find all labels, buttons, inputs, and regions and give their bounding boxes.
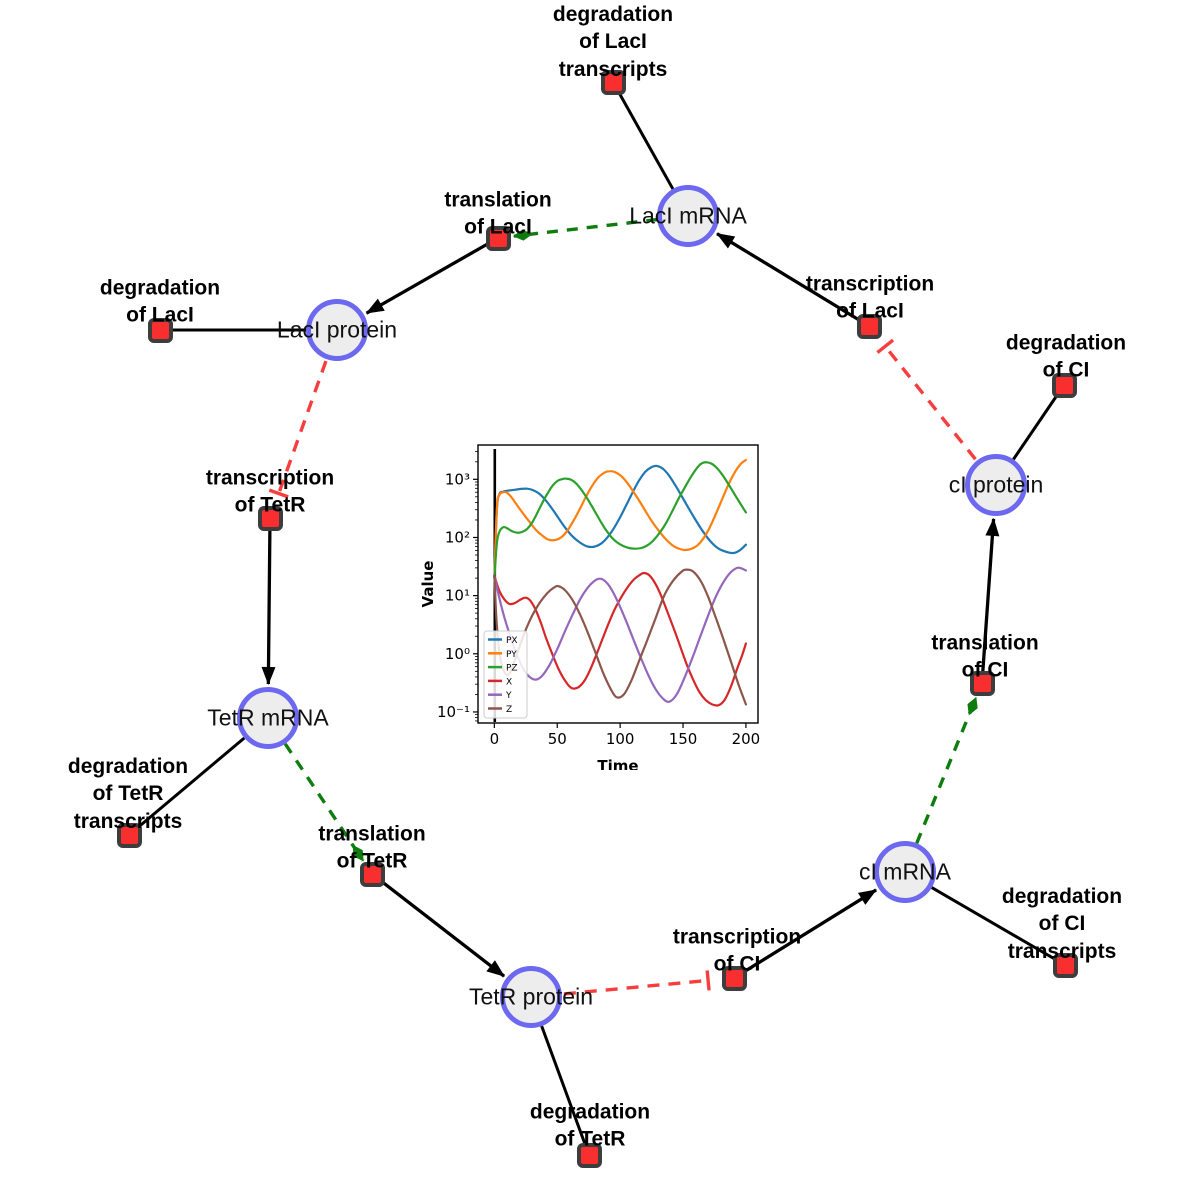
x-tick-label: 50 bbox=[548, 730, 567, 748]
edge-transcription-laci-to-laci-mrna bbox=[716, 232, 870, 328]
legend-entry-PX: PX bbox=[506, 636, 518, 646]
species-node-tetr-protein[interactable] bbox=[500, 966, 562, 1028]
legend-entry-Y: Y bbox=[505, 691, 512, 701]
time-series-chart: 10⁻¹ 10⁰ 10¹ 10² 10³ 0 50 100 150 200 Value Time PX P… bbox=[420, 430, 776, 770]
reaction-node-deg-laci-transcripts[interactable] bbox=[600, 69, 626, 95]
y-tick-label: 10² bbox=[445, 528, 470, 546]
series-line-PX bbox=[493, 464, 747, 580]
reaction-label-deg-tetr: degradation of TetR bbox=[529, 1100, 651, 1151]
species-label-ci-mrna: cI mRNA bbox=[859, 858, 951, 885]
series-line-X bbox=[493, 571, 747, 707]
reaction-label-deg-laci: degradation of LacI bbox=[99, 276, 221, 327]
edge-ci-mrna-to-translation-ci bbox=[915, 696, 978, 844]
series-line-PY bbox=[493, 458, 747, 580]
reaction-node-translation-laci[interactable] bbox=[485, 225, 511, 251]
legend-entry-X: X bbox=[506, 677, 512, 687]
reaction-node-translation-tetr[interactable] bbox=[359, 861, 385, 887]
inhibition-tbar-transcription-ci bbox=[705, 970, 711, 991]
species-label-tetr-protein: TetR protein bbox=[468, 983, 594, 1010]
reaction-label-translation-ci: translation of CI bbox=[931, 631, 1039, 682]
edge-ci-protein-to-transcription-laci bbox=[883, 345, 977, 461]
edge-tetr-protein-to-transcription-ci bbox=[563, 978, 709, 996]
reaction-node-deg-tetr-transcripts[interactable] bbox=[116, 822, 142, 848]
edge-tetr-protein-to-deg-tetr bbox=[540, 1025, 591, 1156]
y-tick-label: 10⁰ bbox=[445, 645, 470, 663]
reaction-label-deg-laci-transcripts: degradation of LacI transcripts bbox=[552, 3, 674, 81]
x-tick-label: 100 bbox=[606, 730, 635, 748]
reaction-node-translation-ci[interactable] bbox=[969, 670, 995, 696]
species-node-ci-protein[interactable] bbox=[965, 454, 1027, 516]
species-node-laci-protein[interactable] bbox=[306, 299, 368, 361]
edge-ci-mrna-to-deg-ci-transcripts bbox=[931, 886, 1066, 967]
series-line-Z bbox=[493, 568, 747, 706]
reaction-node-transcription-tetr[interactable] bbox=[257, 505, 283, 531]
reaction-node-deg-ci-transcripts[interactable] bbox=[1052, 952, 1078, 978]
reaction-label-deg-ci: degradation of CI bbox=[1005, 331, 1127, 382]
reaction-node-transcription-laci[interactable] bbox=[856, 313, 882, 339]
x-axis-label: Time bbox=[597, 757, 638, 770]
y-tick-label: 10³ bbox=[445, 470, 470, 488]
edge-transcription-tetr-to-tetr-mrna bbox=[261, 517, 276, 686]
edge-transcription-ci-to-ci-mrna bbox=[733, 888, 877, 980]
species-label-tetr-mrna: TetR mRNA bbox=[207, 704, 329, 731]
edge-translation-tetr-to-tetr-protein bbox=[370, 872, 506, 978]
reaction-node-transcription-ci[interactable] bbox=[721, 965, 747, 991]
y-tick-label: 10⁻¹ bbox=[437, 703, 470, 721]
reaction-label-transcription-ci: transcription of CI bbox=[672, 925, 802, 976]
inhibition-tbar-transcription-tetr bbox=[268, 488, 289, 499]
series-line-Y bbox=[493, 566, 747, 703]
series-line-PZ bbox=[493, 461, 747, 580]
reaction-label-translation-tetr: translation of TetR bbox=[318, 822, 426, 873]
y-tick-label: 10¹ bbox=[445, 587, 470, 605]
species-label-ci-protein: cI protein bbox=[948, 471, 1044, 498]
species-label-laci-protein: LacI protein bbox=[276, 316, 398, 343]
species-node-tetr-mrna[interactable] bbox=[237, 687, 299, 749]
species-node-laci-mrna[interactable] bbox=[657, 185, 719, 247]
x-tick-label: 150 bbox=[669, 730, 698, 748]
edge-laci-mrna-to-translation-laci bbox=[512, 217, 658, 241]
edge-translation-ci-to-ci-protein bbox=[980, 517, 1000, 684]
edge-laci-protein-to-transcription-tetr bbox=[277, 360, 328, 495]
reaction-node-deg-laci[interactable] bbox=[147, 317, 173, 343]
edge-tetr-mrna-to-translation-tetr bbox=[283, 742, 365, 862]
inhibition-tbar-transcription-laci bbox=[876, 338, 895, 354]
reaction-node-deg-tetr[interactable] bbox=[576, 1142, 602, 1168]
reaction-node-deg-ci[interactable] bbox=[1051, 372, 1077, 398]
edge-laci-mrna-to-deg-laci-transcripts bbox=[611, 81, 675, 190]
legend-entry-PZ: PZ bbox=[506, 664, 518, 674]
reaction-label-transcription-laci: transcription of LacI bbox=[805, 272, 935, 323]
reaction-label-deg-tetr-transcripts: degradation of TetR transcripts bbox=[67, 755, 189, 833]
legend-entry-PY: PY bbox=[506, 650, 517, 660]
edge-tetr-mrna-to-deg-tetr-transcripts bbox=[128, 736, 246, 837]
species-node-ci-mrna[interactable] bbox=[874, 841, 936, 903]
species-label-laci-mrna: LacI mRNA bbox=[629, 202, 747, 229]
y-axis-label: Value bbox=[420, 561, 437, 608]
x-tick-label: 0 bbox=[490, 730, 500, 748]
reaction-label-deg-ci-transcripts: degradation of CI transcripts bbox=[1001, 885, 1123, 963]
reaction-label-transcription-tetr: transcription of TetR bbox=[205, 466, 335, 517]
x-tick-label: 200 bbox=[732, 730, 761, 748]
chart-frame bbox=[477, 444, 759, 724]
edge-translation-laci-to-laci-protein bbox=[365, 236, 499, 315]
legend-entry-Z: Z bbox=[506, 705, 512, 715]
reaction-label-translation-laci: translation of LacI bbox=[444, 188, 552, 239]
